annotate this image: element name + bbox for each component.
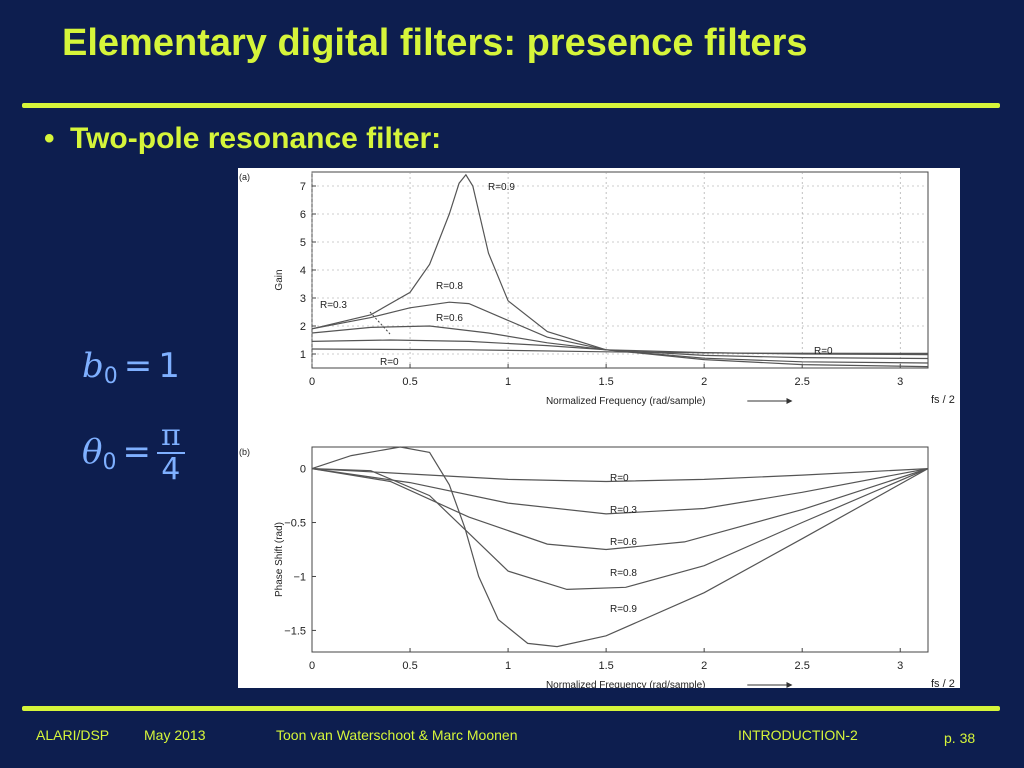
panel-b-curve-label: R=0 [610, 473, 629, 484]
panel-a-y-tick-label: 4 [300, 265, 306, 277]
footer-date: May 2013 [144, 727, 206, 743]
panel-a-curve-r-0-6 [311, 325, 929, 360]
figure-panel: 0 0.5 1 1.5 2 2.5 3 1 2 3 4 5 6 7 (a) Normalized Freque… [238, 168, 960, 688]
panel-b-x-tick-label: 0 [309, 660, 315, 672]
panel-a-label-leader [369, 311, 391, 335]
panel-a-curve-r-0-8 [311, 301, 929, 364]
bullet-item: • Two-pole resonance filter: [44, 122, 441, 156]
panel-a-x-tick-label: 3 [897, 376, 903, 388]
panel-b-axes-frame [311, 446, 929, 653]
panel-a-curve-label: R=0.9 [488, 182, 515, 193]
footer-divider [22, 706, 1000, 711]
panel-b-x-tick-label: 1 [505, 660, 511, 672]
panel-a-curve-label: R=0.3 [320, 300, 347, 311]
panel-b-panel-tag: (b) [239, 447, 250, 457]
panel-a-x-tick-label: 1 [505, 376, 511, 388]
eq-symbol: b [82, 346, 104, 386]
bullet-dot: • [44, 122, 55, 155]
panel-b-y-tick-label: −0.5 [284, 518, 306, 530]
panel-a-curve-label: R=0 [380, 357, 399, 368]
footer-section: INTRODUCTION-2 [738, 727, 858, 743]
panel-b-x-tick-label: 3 [897, 660, 903, 672]
eq-value: 1 [158, 346, 180, 386]
panel-b-curve-r-0-6 [311, 468, 929, 551]
equation-theta0: θ0 = π 4 [82, 420, 185, 486]
panel-a-curve-r-0 [311, 348, 929, 354]
panel-b-y-tick-label: 0 [300, 464, 306, 476]
panel-a-y-axis-label: Gain [274, 269, 285, 290]
panel-b-x-axis-label: Normalized Frequency (rad/sample) [546, 680, 706, 688]
footer-authors: Toon van Waterschoot & Marc Moonen [276, 727, 518, 743]
panel-a-x-tick-label: 2 [701, 376, 707, 388]
panel-a-curve-r-0-9 [311, 173, 929, 368]
panel-b-curve-r-0-3 [311, 468, 929, 515]
footer-course: ALARI/DSP [36, 727, 110, 743]
panel-b-y-tick-label: −1 [293, 571, 306, 583]
resonance-filter-plots: 0 0.5 1 1.5 2 2.5 3 1 2 3 4 5 6 7 (a) Normalized Freque… [239, 171, 955, 688]
eq-symbol: θ [82, 431, 103, 472]
eq-operator: = [122, 431, 151, 472]
panel-b-y-axis-label: Phase Shift (rad) [274, 522, 285, 597]
panel-b-y-tick-label: −1.5 [284, 625, 306, 637]
panel-b-x-tick-label: 2.5 [795, 660, 810, 672]
panel-a-x-end-label: fs / 2 [931, 394, 955, 406]
equation-b0: b0 = 1 [82, 346, 180, 389]
panel-b-x-arrow-head [786, 682, 793, 688]
panel-a-y-tick-label: 3 [300, 293, 306, 305]
eq-subscript: 0 [102, 449, 117, 475]
panel-b-x-tick-label: 0.5 [402, 660, 417, 672]
panel-b-curve-label: R=0.6 [610, 537, 637, 548]
footer-page: p. 38 [944, 730, 976, 746]
slide-title: Elementary digital filters: presence fil… [62, 22, 808, 64]
panel-b-curve-label: R=0.9 [610, 604, 637, 615]
panel-a-x-tick-label: 0.5 [402, 376, 417, 388]
bullet-text: Two-pole resonance filter: [70, 122, 442, 155]
eq-denominator: 4 [161, 452, 181, 487]
panel-a-panel-tag: (a) [239, 172, 250, 182]
panel-a-x-arrow-head [786, 398, 793, 404]
panel-a-y-tick-label: 5 [300, 237, 306, 249]
panel-b-x-tick-label: 2 [701, 660, 707, 672]
panel-a-curve-label: R=0.8 [436, 281, 463, 292]
panel-b-x-tick-label: 1.5 [598, 660, 613, 672]
panel-a-curve-label: R=0 [814, 346, 833, 357]
panel-a-axes-frame [311, 171, 929, 369]
eq-subscript: 0 [103, 364, 118, 389]
title-divider [22, 103, 1000, 108]
panel-a-curve-label: R=0.6 [436, 313, 463, 324]
panel-a-y-tick-label: 1 [300, 349, 306, 361]
eq-numerator: π [156, 420, 185, 454]
panel-a-x-tick-label: 1.5 [598, 376, 613, 388]
panel-b-curve-r-0-8 [311, 468, 929, 591]
panel-a-x-tick-label: 0 [309, 376, 315, 388]
panel-b-x-end-label: fs / 2 [931, 678, 955, 688]
panel-b-curve-r-0-9 [311, 446, 929, 648]
panel-a-y-tick-label: 7 [300, 181, 306, 193]
panel-a-x-tick-label: 2.5 [795, 376, 810, 388]
panel-a-y-tick-label: 2 [300, 321, 306, 333]
panel-b-curve-label: R=0.8 [610, 568, 637, 579]
eq-operator: = [123, 346, 153, 386]
panel-a-y-tick-label: 6 [300, 209, 306, 221]
panel-b-curve-r-0 [311, 468, 929, 483]
panel-a-x-axis-label: Normalized Frequency (rad/sample) [546, 396, 706, 407]
panel-b-curve-label: R=0.3 [610, 505, 637, 516]
